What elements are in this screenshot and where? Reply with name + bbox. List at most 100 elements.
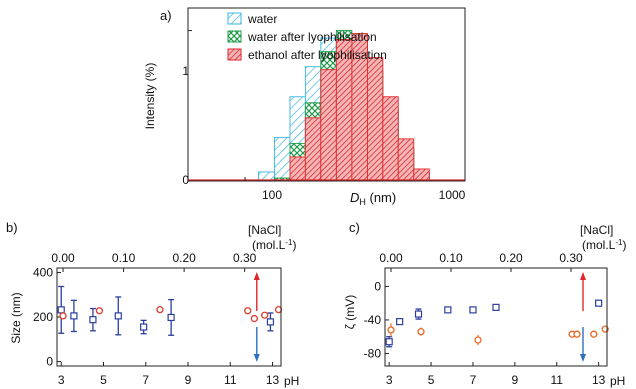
c-plot-ph-point-2 [414,310,423,318]
c-plot-top-tick-label-0: 0.00 [379,251,403,265]
bar-ethanol-lyo-10 [413,168,430,182]
b-plot-nacl-point-6 [274,305,283,314]
b-plot-x-tick-label-4: 11 [224,373,237,387]
legend-label-water: water [247,12,277,26]
panel-c-zeta: c) 3 5 7 9 11 13 0.00 0.10 0.20 0.30 0 -40 -80 [NaCl… [343,220,626,388]
b-plot-nacl-point-0 [59,312,67,320]
x-axis-label-sub: H [359,197,366,207]
x-axis-label-unit: (nm) [366,190,396,205]
legend-swatch-ethanol-lyo [227,48,242,61]
bar-ethanol-lyo-2 [289,156,306,182]
c-plot-x-tick-label-1: 5 [428,373,435,387]
histogram-bars [188,30,465,182]
top-axis-label-c-unit: (mol.L [582,238,616,252]
x-tick-label-100: 100 [262,188,282,202]
legend-swatch-water-lyo [227,30,242,43]
x-axis-label-b: pH [284,374,299,388]
legend-label-ethanol-lyo: ethanol after lyophilisation [248,48,387,62]
b-plot-top-tick-label-1: 0.10 [112,251,136,265]
b-plot-y-tick-label-2: 400 [33,265,53,279]
c-plot-x-tick-label-4: 11 [551,373,564,387]
c-plot-y-tick-label-1: -40 [364,313,382,327]
c-plot-nacl-point-1 [417,328,425,336]
c-plot-ph-point-6 [595,299,603,307]
b-plot-x-tick-label-5: 13 [266,373,280,387]
b-plot-ph-point-0 [57,306,65,314]
panel-c-frame [384,267,608,367]
panel-c-label: c) [349,220,360,235]
top-axis-label-b-unit: (mol.L [252,238,286,252]
panel-a-label: a) [160,8,172,23]
y-tick-label-0: 0 [182,173,189,187]
top-axis-label-c-line2: (mol.L-1) [582,238,626,252]
c-plot-x-tick-label-3: 9 [512,373,519,387]
bar-ethanol-lyo-8 [382,96,399,182]
b-plot-nacl-point-5 [261,311,269,319]
b-plot-ph-point-3 [114,312,122,320]
x-axis-label: DH (nm) [350,190,396,207]
b-plot-x-tick-label-0: 3 [58,373,65,387]
c-plot-arrow-down-head [580,354,586,362]
c-plot-arrow-up-head [580,272,586,280]
b-plot-ph-point-2 [89,316,97,324]
x-axis-label-main: D [350,190,359,205]
c-plot-nacl-point-5 [590,330,598,338]
b-plot-top-tick-label-0: 0.00 [51,251,75,265]
panel-a-frame [187,7,466,182]
x-tick-label-1000: 1000 [439,188,466,202]
bar-ethanol-lyo-7 [366,57,384,182]
top-axis-label-c-line1: [NaCl] [580,223,613,237]
panel-b-frame [56,267,282,367]
c-plot-ph-point-1 [396,318,404,326]
b-plot-nacl-point-1 [95,307,104,315]
panel-a-histogram: a) 0 1 Intensity (%) 100 1000 DH (nm) wa… [143,7,466,207]
panel-b-plot: 3 5 7 9 11 13 0.00 0.10 0.20 0.30 0 200 400 [33,251,283,387]
panel-a-ticks [188,30,466,182]
c-plot-ph-point-3 [444,306,452,314]
top-axis-label-b-sup: -1 [285,238,293,247]
y-axis-label-b: Size (nm) [9,292,23,343]
top-axis-label-b-line2: (mol.L-1) [252,238,296,252]
legend-label-water-lyo: water after lyophilisation [247,30,377,44]
panel-b-label: b) [6,220,18,235]
c-plot-x-tick-label-2: 7 [470,373,477,387]
b-plot-ph-point-4 [140,323,148,331]
c-plot-ph-point-5 [492,303,500,311]
c-plot-nacl-point-0 [387,326,395,334]
b-plot-arrow-up-head [253,272,260,280]
b-plot-arrow-down-head [253,354,260,362]
b-plot-nacl-point-4 [250,314,259,323]
b-plot-nacl-point-2 [156,305,164,314]
b-plot-x-tick-label-1: 5 [100,373,107,387]
c-plot-x-tick-label-0: 3 [386,373,393,387]
b-plot-y-tick-label-1: 200 [33,310,53,324]
y-axis-label: Intensity (%) [143,63,157,130]
c-plot-top-tick-label-1: 0.10 [439,251,463,265]
bar-ethanol-lyo-9 [397,138,415,182]
y-axis-label-c: ζ (mV) [343,295,357,330]
c-plot-top-tick-label-3: 0.30 [559,251,583,265]
top-axis-label-c-end: ) [622,238,626,252]
b-plot-x-tick-label-2: 7 [142,373,149,387]
c-plot-ph-point-0 [385,338,393,346]
top-axis-label-b-line1: [NaCl] [248,223,281,237]
c-plot-y-tick-label-2: -80 [364,346,382,360]
panel-b-size: b) 3 5 7 9 11 13 0.00 0.10 0.20 0.30 0 200 400 [NaCl… [6,220,299,388]
y-tick-label-1: 1 [182,64,189,78]
b-plot-y-tick-label-0: 0 [46,355,53,369]
c-plot-x-tick-label-5: 13 [592,373,606,387]
top-axis-label-b-end: ) [292,238,296,252]
b-plot-nacl-point-3 [244,307,252,315]
c-plot-top-tick-label-2: 0.20 [499,251,523,265]
c-plot-y-tick-label-0: 0 [374,279,381,293]
x-axis-label-c: pH [610,374,625,388]
legend: water water after lyophilisation ethanol… [227,12,387,62]
c-plot-nacl-point-2 [474,336,482,344]
b-plot-top-tick-label-3: 0.30 [233,251,257,265]
bar-ethanol-lyo-3 [304,117,322,182]
top-axis-label-c-sup: -1 [615,238,623,247]
b-plot-x-tick-label-3: 9 [185,373,192,387]
panel-c-plot: 3 5 7 9 11 13 0.00 0.10 0.20 0.30 0 -40 -80 [364,251,609,387]
bar-water-1 [274,136,291,182]
bar-ethanol-lyo-4 [320,69,337,182]
